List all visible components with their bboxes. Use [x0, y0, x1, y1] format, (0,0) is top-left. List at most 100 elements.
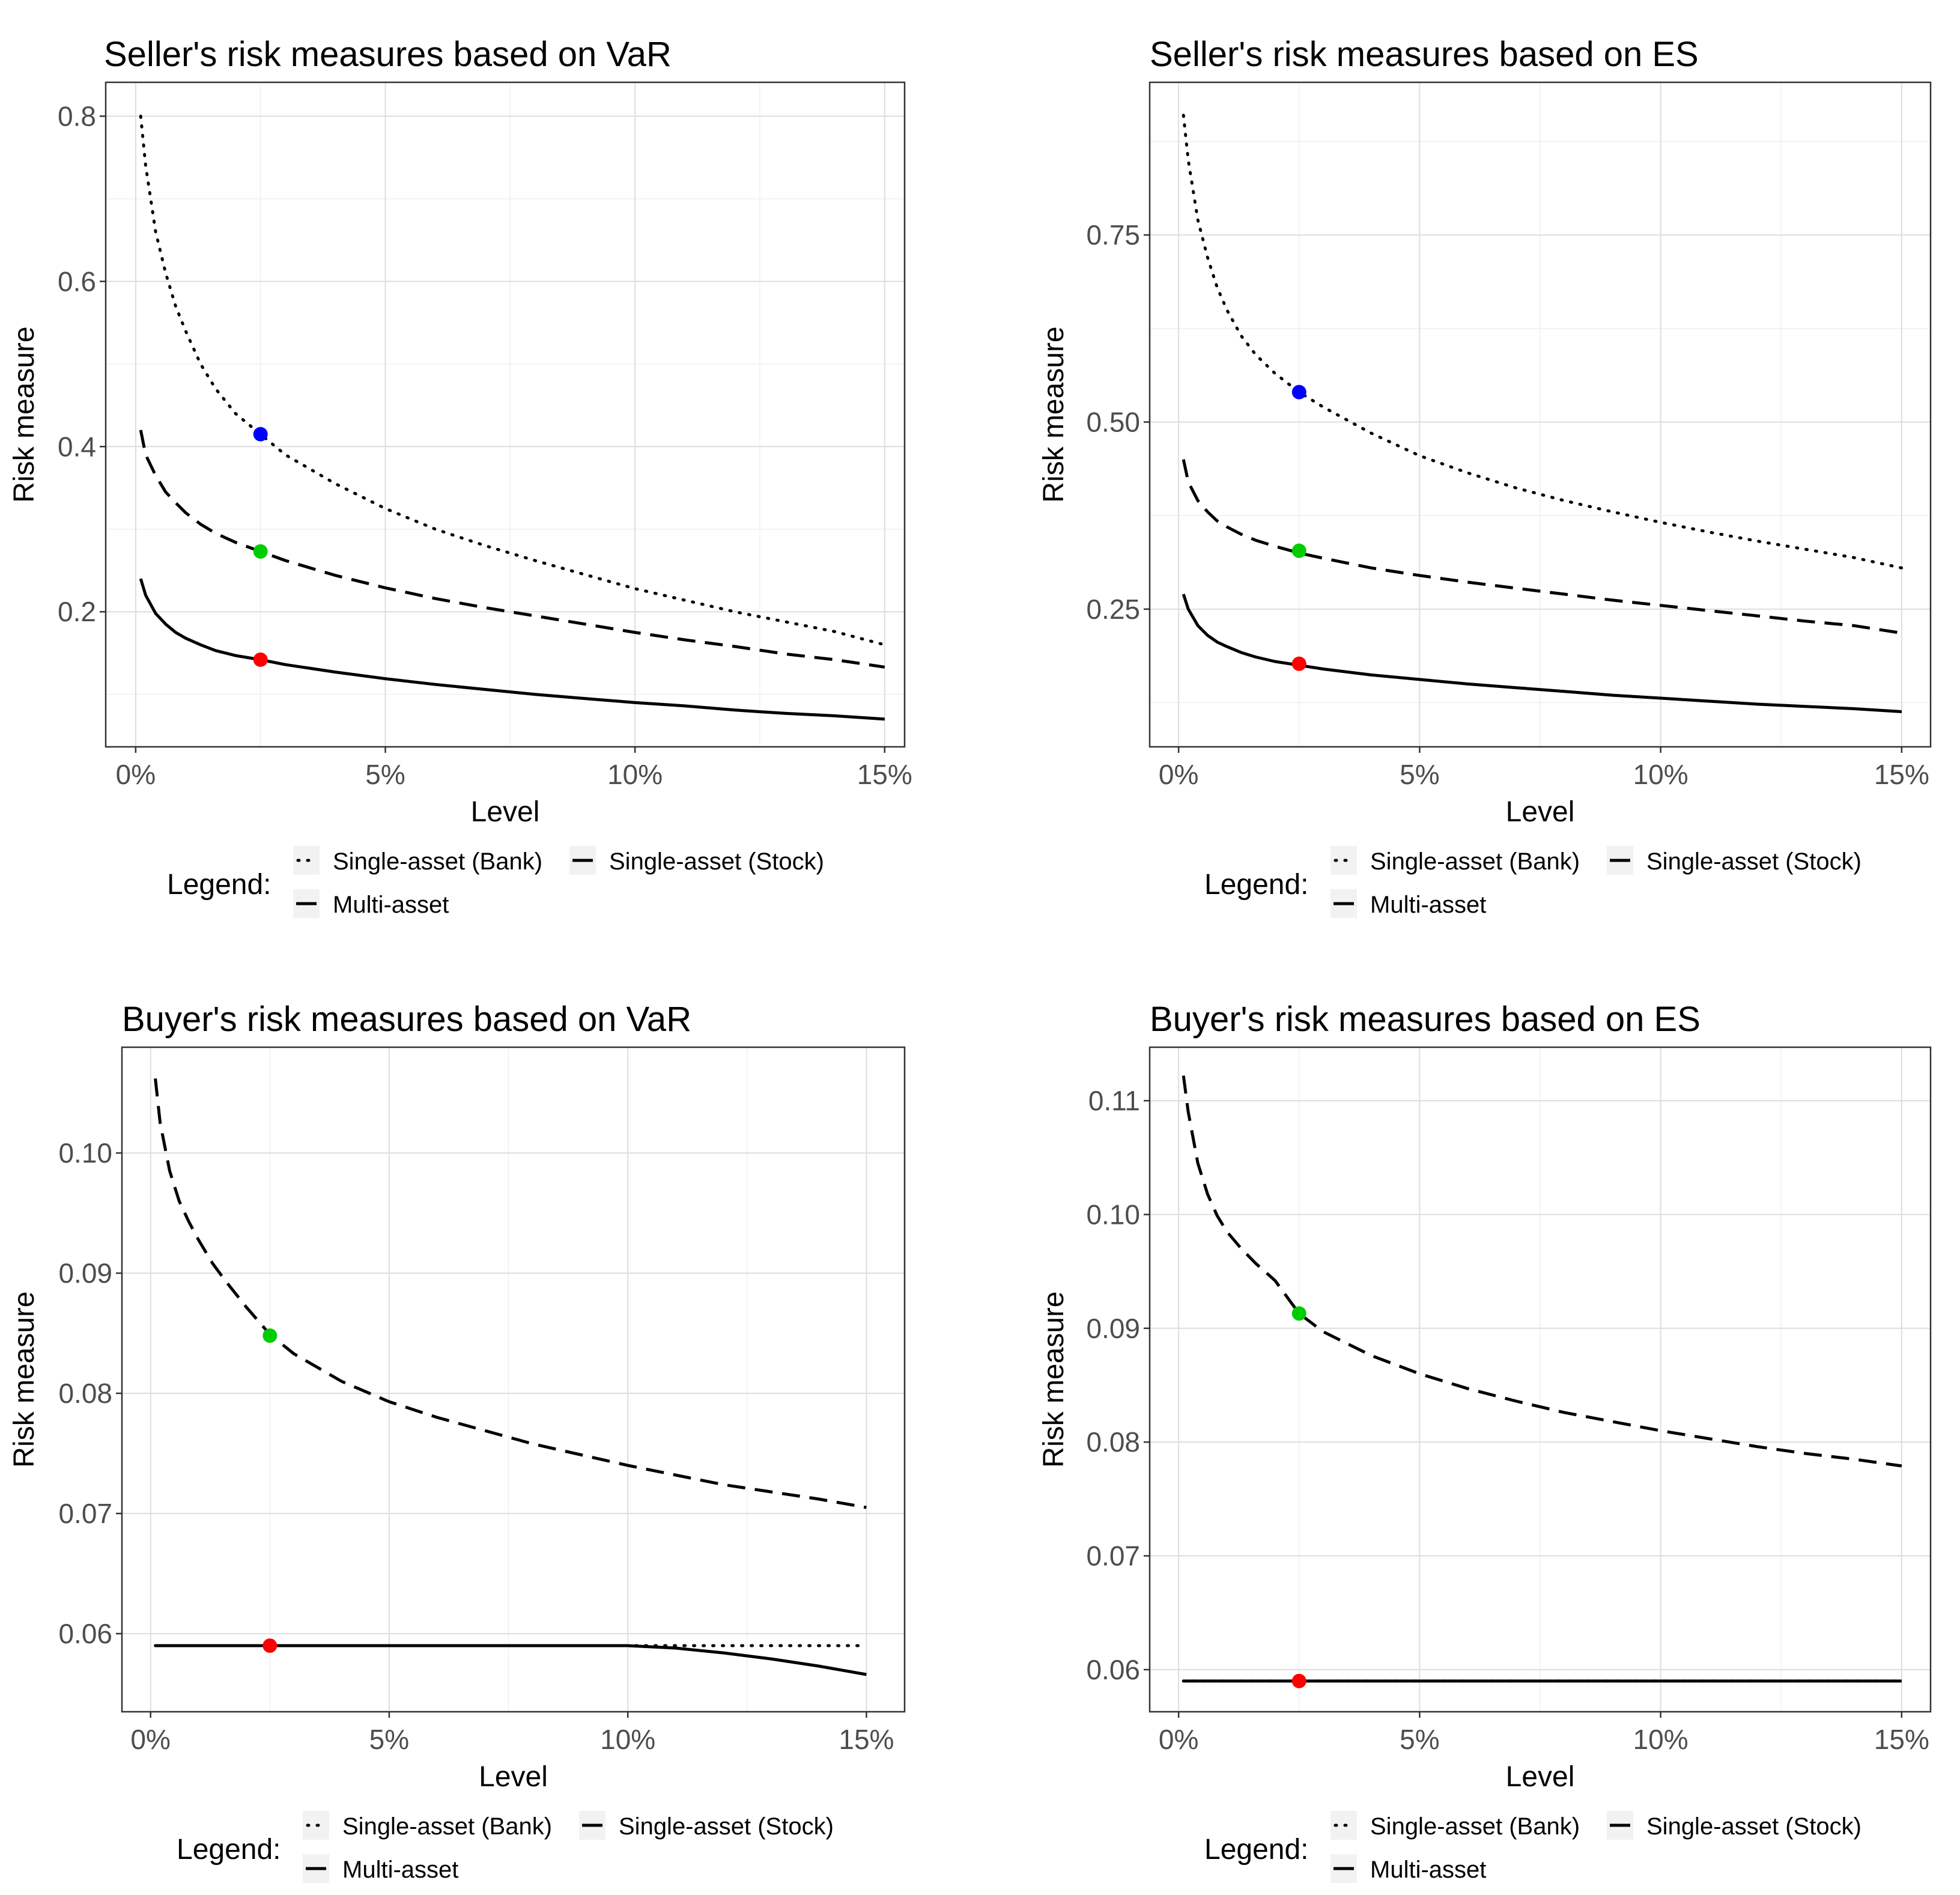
legend-title: Legend: — [1204, 1834, 1309, 1866]
legend-entry: Multi-asset — [1330, 889, 1486, 918]
chart-title: Seller's risk measures based on VaR — [104, 35, 672, 74]
series-line-single-asset-bank — [139, 114, 887, 646]
x-tick-label: 10% — [1633, 1724, 1688, 1755]
point-green — [1291, 1306, 1306, 1321]
chart-title: Seller's risk measures based on ES — [1150, 35, 1699, 74]
y-tick-label: 0.06 — [1086, 1654, 1140, 1685]
point-red — [1291, 1673, 1306, 1688]
legend-label: Single-asset (Bank) — [333, 848, 542, 875]
x-axis-label: Level — [1506, 796, 1575, 828]
point-red — [253, 652, 268, 667]
legend-entry: Multi-asset — [293, 889, 449, 918]
y-tick-label: 0.11 — [1088, 1085, 1140, 1116]
series-line-single-asset-stock — [154, 1078, 867, 1509]
series-line-single-asset-stock — [1182, 1075, 1902, 1468]
panel-border — [1148, 81, 1932, 748]
point-blue — [1291, 385, 1306, 400]
chart-title: Buyer's risk measures based on ES — [1150, 1000, 1701, 1039]
point-blue — [253, 427, 268, 442]
legend-label: Multi-asset — [1370, 1857, 1486, 1883]
panel-border — [105, 81, 906, 748]
point-green — [1291, 543, 1306, 558]
x-axis-label: Level — [1506, 1761, 1575, 1793]
x-tick-label: 5% — [365, 759, 405, 790]
x-tick-label: 5% — [1400, 1724, 1439, 1755]
x-tick-label: 15% — [839, 1724, 894, 1755]
y-tick-label: 0.09 — [1086, 1313, 1140, 1344]
y-tick-label: 0.08 — [58, 1378, 112, 1409]
series-line-multi-asset — [139, 578, 885, 721]
point-red — [1291, 656, 1306, 671]
charts: 0.2 0.4 0.6 0.8 0% 5% 10% 15% Seller's risk meas… — [8, 35, 1932, 1883]
x-tick-label: 15% — [1874, 759, 1929, 790]
y-tick-label: 0.06 — [58, 1618, 112, 1649]
legend: Legend: Single-asset (Bank) Single-asset (… — [1204, 846, 1861, 918]
y-tick-label: 0.6 — [58, 266, 96, 297]
x-tick-label: 10% — [1633, 759, 1688, 790]
x-axis-label: Level — [479, 1761, 548, 1793]
legend-label: Single-asset (Bank) — [1370, 848, 1580, 875]
x-axis-label: Level — [471, 796, 540, 828]
y-tick-label: 0.10 — [58, 1137, 112, 1169]
x-tick-label: 0% — [130, 1724, 170, 1755]
y-axis-label: Risk measure — [1038, 1291, 1070, 1467]
panel-border — [121, 1046, 906, 1713]
y-axis-label: Risk measure — [1038, 326, 1070, 502]
legend-entry: Single-asset (Bank) — [1330, 1811, 1580, 1840]
y-tick-label: 0.08 — [1086, 1426, 1140, 1458]
y-tick-label: 0.50 — [1086, 406, 1140, 437]
point-red — [262, 1638, 278, 1653]
legend-entry: Single-asset (Stock) — [579, 1811, 834, 1840]
legend-label: Single-asset (Stock) — [1646, 1813, 1861, 1840]
y-axis-label: Risk measure — [8, 1291, 40, 1467]
y-tick-label: 0.07 — [58, 1498, 112, 1529]
y-tick-label: 0.07 — [1086, 1541, 1140, 1572]
legend-entry: Single-asset (Stock) — [1607, 1811, 1861, 1840]
x-tick-label: 0% — [1159, 1724, 1198, 1755]
x-tick-label: 0% — [1159, 759, 1198, 790]
legend-label: Single-asset (Bank) — [342, 1813, 552, 1840]
chart-title: Buyer's risk measures based on VaR — [122, 1000, 691, 1039]
legend-label: Single-asset (Stock) — [609, 848, 824, 875]
legend-title: Legend: — [1204, 869, 1309, 901]
legend-label: Multi-asset — [342, 1857, 458, 1883]
panel-border — [1148, 1046, 1932, 1713]
legend-label: Multi-asset — [333, 892, 449, 918]
legend-entry: Single-asset (Bank) — [293, 846, 542, 875]
chart-panel-3: 0.06 0.07 0.08 0.09 0.10 0% 5% 10% 15% Buyer's ri… — [8, 1000, 906, 1883]
series-line-single-asset-bank — [1182, 114, 1904, 570]
plot-area — [106, 82, 905, 747]
x-tick-label: 10% — [600, 1724, 655, 1755]
chart-panel-4: 0.06 0.07 0.08 0.09 0.10 0.11 0% 5% 10% 15% Buyer'… — [1038, 1000, 1932, 1883]
legend-entry: Single-asset (Stock) — [569, 846, 824, 875]
y-tick-label: 0.09 — [58, 1258, 112, 1289]
series-line-single-asset-stock — [139, 430, 885, 669]
y-tick-label: 0.8 — [58, 100, 96, 132]
chart-panel-2: 0.25 0.50 0.75 0% 5% 10% 15% Seller's risk meas… — [1038, 35, 1932, 918]
x-tick-label: 15% — [1874, 1724, 1929, 1755]
x-tick-label: 5% — [369, 1724, 409, 1755]
chart-panel-1: 0.2 0.4 0.6 0.8 0% 5% 10% 15% Seller's risk meas… — [8, 35, 912, 918]
legend-entry: Multi-asset — [1330, 1854, 1486, 1883]
y-tick-label: 0.10 — [1086, 1199, 1140, 1230]
y-tick-label: 0.2 — [58, 596, 96, 627]
y-tick-label: 0.75 — [1086, 219, 1140, 251]
legend-entry: Multi-asset — [303, 1854, 458, 1883]
series-line-multi-asset — [1182, 594, 1902, 713]
legend: Legend: Single-asset (Bank) Single-asset (… — [1204, 1811, 1861, 1883]
x-tick-label: 5% — [1400, 759, 1439, 790]
legend-title: Legend: — [167, 869, 272, 901]
legend-label: Single-asset (Stock) — [1646, 848, 1861, 875]
legend-entry: Single-asset (Bank) — [1330, 846, 1580, 875]
x-tick-label: 10% — [607, 759, 663, 790]
legend: Legend: Single-asset (Bank) Single-asset (… — [167, 846, 824, 918]
legend-entry: Single-asset (Stock) — [1607, 846, 1861, 875]
x-tick-label: 15% — [857, 759, 912, 790]
legend-label: Single-asset (Stock) — [619, 1813, 834, 1840]
legend-entry: Single-asset (Bank) — [303, 1811, 552, 1840]
legend: Legend: Single-asset (Bank) Single-asset (… — [177, 1811, 834, 1883]
point-green — [253, 544, 268, 559]
point-green — [262, 1328, 278, 1343]
x-tick-label: 0% — [116, 759, 156, 790]
legend-label: Single-asset (Bank) — [1370, 1813, 1580, 1840]
